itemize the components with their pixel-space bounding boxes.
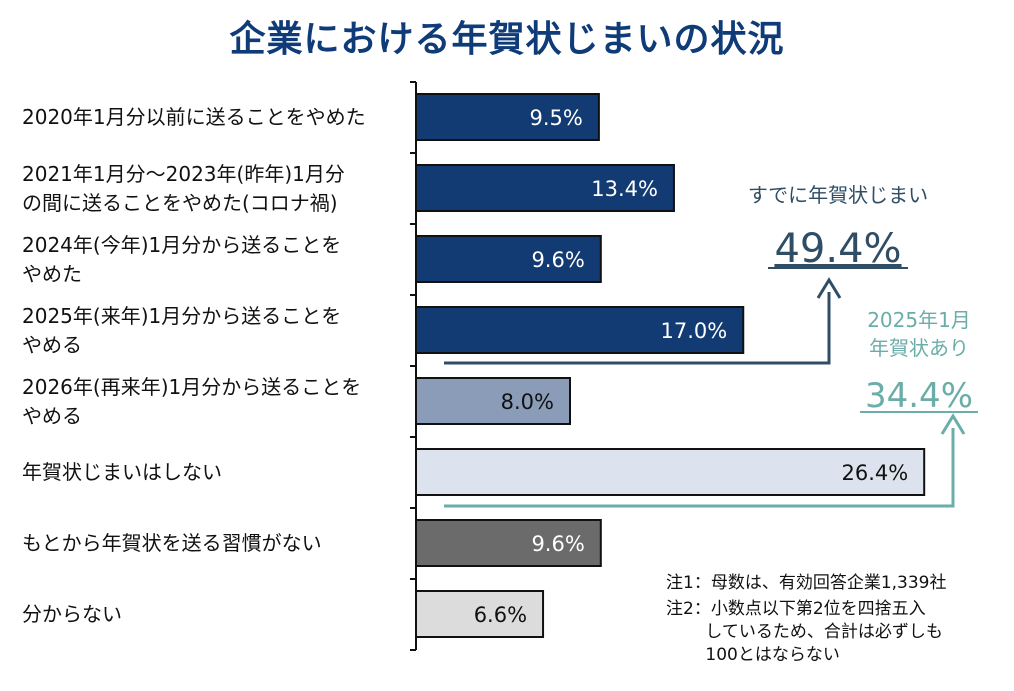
category-label: の間に送ることをやめた(コロナ禍) (22, 191, 338, 215)
category-label: 年賀状じまいはしない (22, 460, 222, 484)
category-label: 2024年(今年)1月分から送ることを (22, 233, 341, 257)
value-label: 17.0% (661, 319, 728, 343)
bar (415, 377, 571, 425)
category-label: やめる (22, 333, 82, 357)
value-label: 6.6% (474, 603, 527, 627)
value-label: 13.4% (591, 177, 658, 201)
bar (415, 164, 675, 212)
already-ended-label: すでに年賀状じまい (748, 183, 928, 207)
arrowhead-next (940, 413, 966, 435)
note-2-line-3: 100とはならない (666, 645, 840, 665)
category-label: 2021年1月分～2023年(昨年)1月分 (22, 162, 345, 186)
value-label: 26.4% (841, 461, 908, 485)
note-2-line-1: 注2：小数点以下第2位を四捨五入 (666, 599, 926, 619)
bracket-arrow-next (444, 428, 955, 508)
bar (415, 235, 602, 283)
category-label: もとから年賀状を送る習慣がない (22, 531, 322, 555)
next-year-label: 2025年1月 (867, 308, 971, 332)
bar (415, 306, 745, 354)
category-label: 2026年(再来年)1月分から送ることを (22, 375, 361, 399)
next-year-label: 年賀状あり (869, 336, 969, 360)
already-ended-value: 49.4% (774, 226, 901, 272)
next-year-value: 34.4% (865, 376, 973, 416)
page-title: 企業における年賀状じまいの状況 (229, 19, 785, 60)
category-label: 2020年1月分以前に送ることをやめた (22, 105, 366, 129)
note-2-line-2: しているため、合計は必ずしも (666, 622, 943, 642)
bar (415, 590, 545, 638)
bar (415, 448, 926, 496)
note-2: 注2：小数点以下第2位を四捨五入 しているため、合計は必ずしも 100とはならな… (666, 598, 996, 667)
value-label: 9.5% (530, 106, 583, 130)
bracket-arrow-already (444, 292, 831, 365)
value-label: 8.0% (501, 390, 554, 414)
value-label: 9.6% (531, 248, 584, 272)
category-label: やめた (22, 262, 82, 286)
note-1: 注1：母数は、有効回答企業1,339社 (666, 573, 947, 593)
category-label: 2025年(来年)1月分から送ることを (22, 304, 341, 328)
category-label: やめる (22, 404, 82, 428)
bar (415, 93, 600, 141)
category-label: 分からない (22, 602, 122, 626)
bar (415, 519, 602, 567)
arrowhead-already (816, 277, 842, 299)
value-label: 9.6% (531, 532, 584, 556)
